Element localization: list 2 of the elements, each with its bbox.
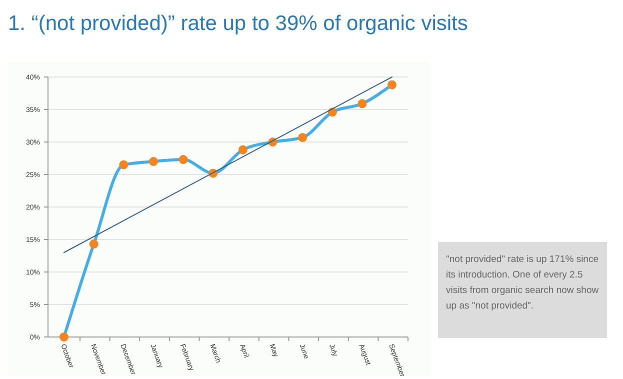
chart-title: 1. “(not provided)” rate up to 39% of organic visits [8,12,468,35]
text: "not provided" rate is up 171% since its introduction. One of every 2.5 visits from organic search now show up as "not provided". [446,254,599,312]
